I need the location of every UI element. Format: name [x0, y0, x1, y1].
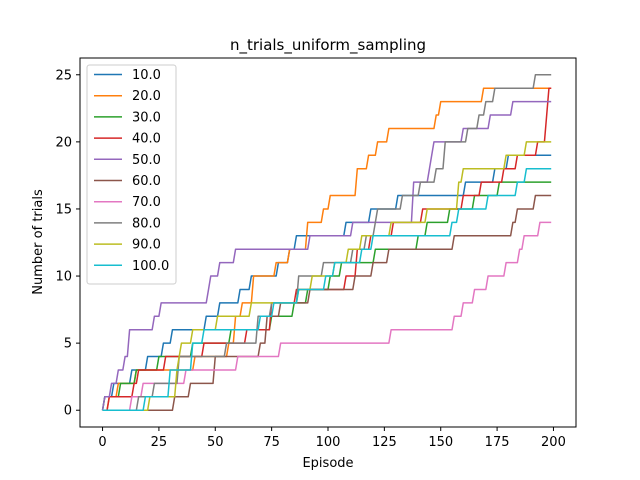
chart-title: n_trials_uniform_sampling	[230, 36, 426, 55]
x-tick-label-4: 100	[316, 435, 341, 450]
legend-label-5: 60.0	[132, 174, 161, 189]
x-tick-label-7: 175	[485, 435, 510, 450]
legend-label-1: 20.0	[132, 89, 161, 104]
y-axis: 0 5 10 15 20 25	[55, 68, 80, 419]
series-line-0	[101, 154, 552, 411]
x-tick-label-8: 200	[541, 435, 566, 450]
x-tick-label-3: 75	[263, 435, 280, 450]
y-tick-label-4: 20	[55, 135, 72, 150]
y-axis-label: Number of trials	[31, 189, 46, 295]
legend-label-6: 70.0	[132, 195, 161, 210]
x-axis: 0 25 50 75 100 125 150 175 200	[98, 427, 566, 450]
legend-label-9: 100.0	[132, 259, 169, 274]
x-tick-label-5: 125	[372, 435, 397, 450]
series-line-5	[102, 194, 552, 411]
legend-label-7: 80.0	[132, 216, 161, 231]
y-tick-label-5: 25	[55, 68, 72, 83]
legend-label-2: 30.0	[132, 110, 161, 125]
plot-lines	[101, 74, 552, 411]
x-tick-label-2: 50	[207, 435, 224, 450]
y-tick-label-2: 10	[55, 270, 72, 285]
x-tick-label-6: 150	[428, 435, 453, 450]
series-line-9	[102, 167, 552, 411]
x-axis-label: Episode	[302, 456, 353, 471]
legend-label-8: 90.0	[132, 238, 161, 253]
x-tick-label-0: 0	[98, 435, 106, 450]
y-tick-label-3: 15	[55, 202, 72, 217]
legend-label-0: 10.0	[132, 68, 161, 83]
x-tick-label-1: 25	[151, 435, 168, 450]
legend-box	[86, 64, 177, 285]
series-line-4	[101, 100, 552, 411]
legend: 10.0 20.0 30.0 40.0 50.0 60.0 70.0 80.0 90.0 100.…	[86, 64, 177, 285]
y-tick-label-0: 0	[64, 404, 72, 419]
legend-label-3: 40.0	[132, 132, 161, 147]
legend-label-4: 50.0	[132, 153, 161, 168]
y-tick-label-1: 5	[64, 337, 72, 352]
